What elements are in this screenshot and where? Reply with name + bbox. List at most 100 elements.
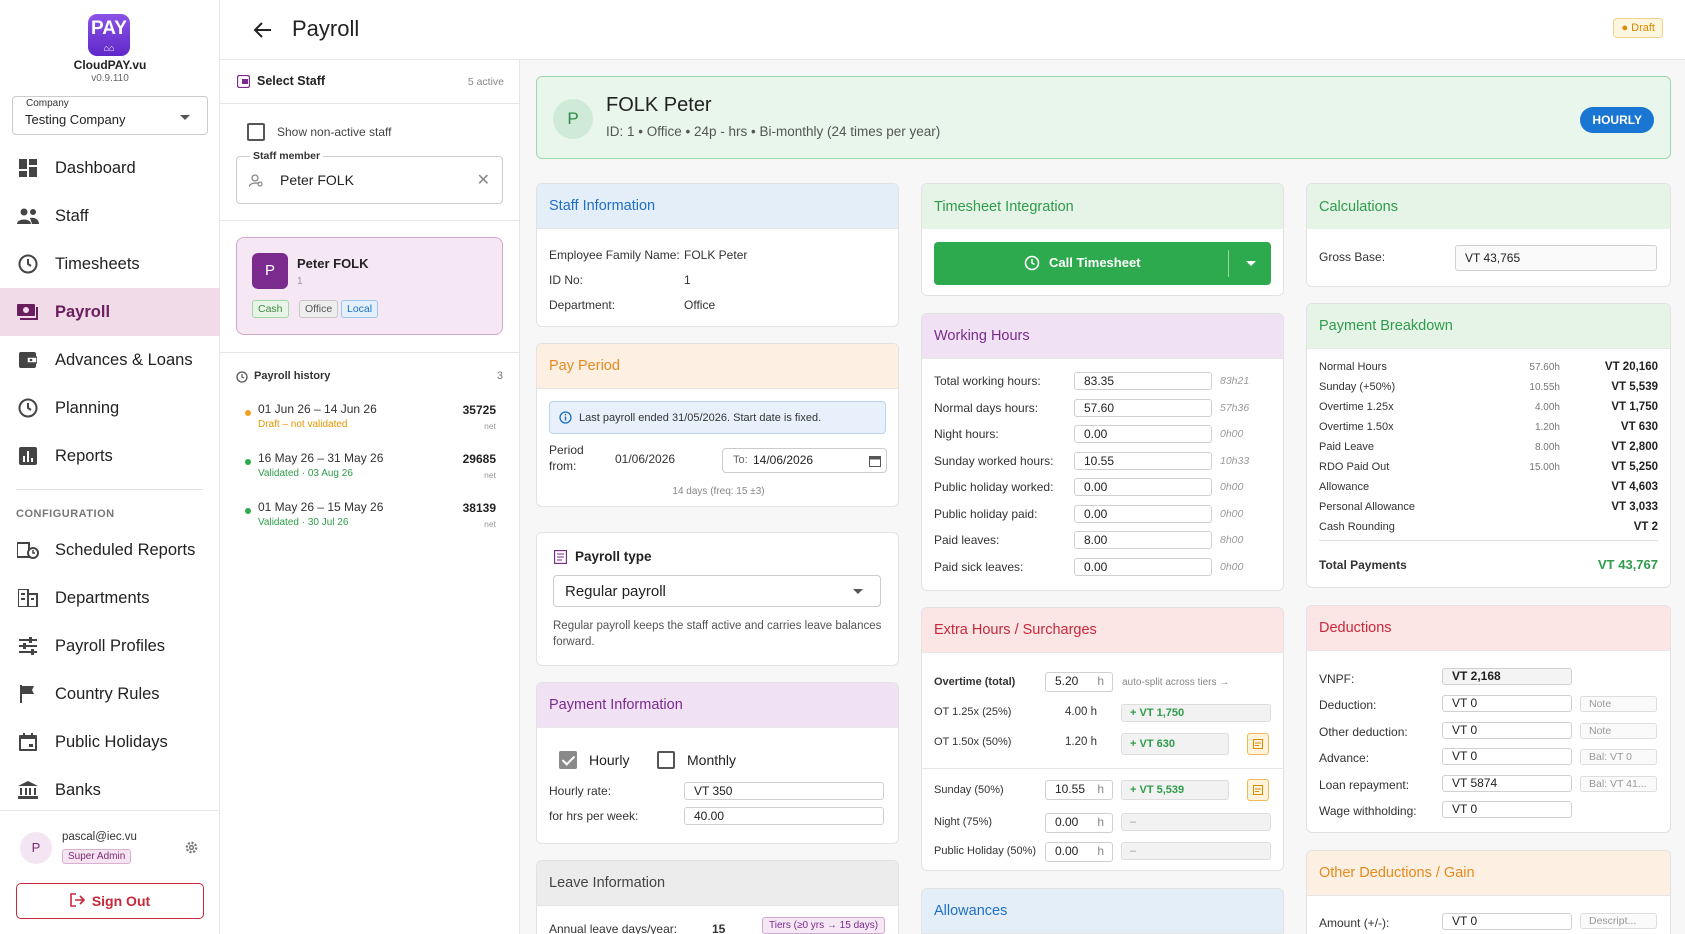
receipt-icon [553,549,568,569]
person-search-icon [248,174,264,193]
hours-input[interactable]: 8.00 [1074,531,1212,549]
overtime-input[interactable]: 5.20 h [1045,672,1113,692]
card-title: Calculations [1307,184,1670,229]
payroll-type-select[interactable]: Regular payroll [553,575,881,607]
selected-staff-card[interactable]: P Peter FOLK 1 Cash Office Local [236,237,503,335]
clock-icon [17,397,39,419]
chevron-down-icon[interactable] [1246,261,1256,266]
hours-hint: 8h00 [1220,534,1244,546]
edit-note-icon[interactable] [1247,779,1269,801]
scheduled-icon [17,539,39,561]
tag-local: Local [341,300,379,318]
pay-type-badge: HOURLY [1580,107,1654,133]
staff-member-input[interactable]: Peter FOLK [280,172,354,188]
amount-input[interactable]: VT 0 [1442,913,1572,930]
deduction-side-field[interactable]: Bal: VT 0 [1580,749,1657,765]
checkbox-checked[interactable] [559,751,577,769]
ot125-hours: 4.00 h [1065,706,1097,718]
edit-note-icon[interactable] [1247,733,1269,755]
hours-input[interactable]: 10.55 [1074,451,1212,470]
history-item[interactable]: 01 Jun 26 – 14 Jun 26 Draft – not valida… [236,402,503,446]
dashboard-icon [17,157,39,179]
breakdown-label: RDO Paid Out [1319,461,1390,473]
staff-panel: Select Staff 5 active Show non-active st… [220,60,520,934]
chevron-down-icon [853,589,863,594]
deduction-input[interactable]: VT 5874 [1442,774,1572,792]
hours-hint: 57h36 [1220,401,1250,414]
breakdown-hours: 8.00h [1534,442,1560,453]
nav-label: Scheduled Reports [55,540,196,559]
hours-input[interactable]: 0.00 [1074,504,1212,523]
nav-departments[interactable]: Departments [0,574,220,622]
calendar-icon[interactable] [869,454,881,472]
nav-dashboard[interactable]: Dashboard [0,144,220,192]
gross-base-label: Gross Base: [1319,250,1386,264]
card-title: Pay Period [537,344,898,389]
deduction-input[interactable]: VT 0 [1442,721,1572,739]
breakdown-value: VT 4,603 [1611,481,1658,493]
hourly-rate-input[interactable]: VT 350 [684,782,884,800]
deductions-card: Deductions VNPF: VT 2,168 Deduction: VT 0… [1306,605,1671,833]
ot125-amount: + VT 1,750 [1121,704,1271,722]
night-input[interactable]: 0.00 h [1045,813,1113,833]
staff-member-field[interactable]: Staff member Peter FOLK ✕ [236,150,503,204]
deduction-side-field[interactable]: Note [1580,722,1657,739]
company-select[interactable]: Company Testing Company [12,96,208,135]
hours-hint: 0h00 [1220,428,1244,440]
history-item[interactable]: 01 May 26 – 15 May 26 Validated · 30 Jul… [236,500,503,544]
back-arrow-icon[interactable] [253,20,273,45]
deduction-label: Loan repayment: [1319,777,1410,792]
leave-information-card: Leave Information Annual leave days/year… [536,860,899,934]
card-title: Allowances [922,889,1283,934]
hourly-option[interactable]: Hourly [559,751,629,769]
nav-country-rules[interactable]: Country Rules [0,670,220,718]
period-to-value: 14/06/2026 [753,453,814,467]
deduction-input[interactable]: VT 0 [1442,801,1572,818]
history-unit: net [484,421,496,431]
nav-timesheets[interactable]: Timesheets [0,240,220,288]
checkbox[interactable] [247,123,265,141]
hours-input[interactable]: 0.00 [1074,478,1212,496]
description-input[interactable]: Descript... [1580,913,1657,929]
card-title: Timesheet Integration [922,184,1283,229]
deduction-input[interactable]: VT 0 [1442,748,1572,765]
gear-icon[interactable] [184,840,199,860]
nav-staff[interactable]: Staff [0,192,220,240]
nav-public-holidays[interactable]: Public Holidays [0,718,220,766]
hrs-per-week-input[interactable]: 40.00 [684,807,884,825]
night-amount: – [1121,813,1271,831]
payroll-type-desc: Regular payroll keeps the staff active a… [553,620,882,648]
period-from-value: 01/06/2026 [615,452,676,466]
checkbox[interactable] [657,751,675,769]
deduction-input[interactable]: VT 0 [1442,695,1572,712]
deduction-side-field[interactable]: Bal: VT 41... [1580,775,1657,792]
hours-input[interactable]: 0.00 [1074,425,1212,443]
card-title: Working Hours [922,314,1283,359]
hours-input[interactable]: 57.60 [1074,398,1212,417]
sunday-input[interactable]: 10.55 h [1045,780,1113,800]
clear-icon[interactable]: ✕ [476,172,490,189]
period-to-field[interactable]: To: 14/06/2026 [722,448,887,473]
nav-payroll[interactable]: Payroll [0,288,220,336]
nav-scheduled-reports[interactable]: Scheduled Reports [0,526,220,574]
hours-label: Public holiday worked: [934,480,1054,494]
hours-label: Night hours: [934,427,999,441]
avatar: P [553,99,593,139]
hours-input[interactable]: 83.35 [1074,372,1212,390]
show-nonactive-toggle[interactable]: Show non-active staff [247,123,392,141]
nav-advances-loans[interactable]: Advances & Loans [0,336,220,384]
breakdown-value: VT 1,750 [1611,401,1658,413]
nav-reports[interactable]: Reports [0,432,220,480]
nav-payroll-profiles[interactable]: Payroll Profiles [0,622,220,670]
public-holiday-label: Public Holiday (50%) [934,845,1037,857]
nav-planning[interactable]: Planning [0,384,220,432]
call-timesheet-button[interactable]: Call Timesheet [934,242,1271,285]
sign-out-button[interactable]: Sign Out [16,883,204,919]
deduction-side-field[interactable]: Note [1580,696,1657,712]
app-version: v0.9.110 [91,73,129,84]
hours-input[interactable]: 0.00 [1074,557,1212,576]
public-holiday-input[interactable]: 0.00 h [1045,842,1113,862]
monthly-option[interactable]: Monthly [657,751,736,769]
history-item[interactable]: 16 May 26 – 31 May 26 Validated · 03 Aug… [236,451,503,495]
nav-banks[interactable]: Banks [0,766,220,814]
